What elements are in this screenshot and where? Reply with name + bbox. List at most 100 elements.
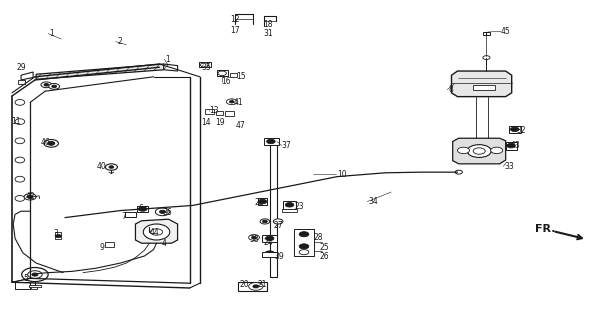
Text: 7: 7: [122, 212, 126, 221]
Bar: [230, 73, 237, 77]
Bar: [205, 109, 214, 114]
Ellipse shape: [24, 194, 36, 200]
Text: 36: 36: [163, 208, 172, 217]
Ellipse shape: [249, 283, 263, 290]
Text: 6: 6: [138, 204, 143, 213]
Text: 22: 22: [254, 198, 264, 207]
Ellipse shape: [473, 148, 485, 154]
Ellipse shape: [28, 271, 42, 278]
Ellipse shape: [252, 236, 256, 239]
Polygon shape: [164, 64, 178, 71]
Text: 23: 23: [295, 202, 305, 211]
Polygon shape: [36, 64, 164, 79]
Ellipse shape: [105, 164, 117, 170]
Ellipse shape: [155, 208, 170, 216]
Bar: [258, 198, 267, 205]
Text: 11: 11: [11, 117, 20, 126]
Text: 33: 33: [504, 162, 514, 171]
Ellipse shape: [15, 157, 25, 163]
Ellipse shape: [253, 285, 259, 288]
Ellipse shape: [260, 219, 270, 224]
Text: 45: 45: [501, 27, 510, 36]
Bar: [264, 138, 279, 145]
Bar: [282, 209, 297, 212]
Ellipse shape: [27, 195, 33, 198]
Ellipse shape: [299, 244, 309, 249]
Text: 20: 20: [240, 280, 249, 289]
Text: 15: 15: [237, 72, 246, 81]
Polygon shape: [452, 71, 512, 97]
Text: 2: 2: [117, 37, 122, 46]
Ellipse shape: [48, 141, 55, 145]
Ellipse shape: [510, 127, 519, 132]
Bar: [31, 285, 37, 289]
Ellipse shape: [44, 140, 58, 147]
Text: 10: 10: [337, 170, 347, 179]
Bar: [217, 70, 228, 76]
Bar: [262, 252, 277, 257]
Ellipse shape: [15, 176, 25, 182]
Text: 34: 34: [368, 197, 378, 206]
Ellipse shape: [15, 119, 25, 124]
Ellipse shape: [150, 229, 163, 235]
Bar: [199, 62, 211, 67]
Bar: [55, 232, 61, 239]
Text: 43: 43: [510, 141, 520, 150]
Ellipse shape: [143, 224, 170, 240]
Text: 46: 46: [41, 138, 51, 147]
Bar: [137, 206, 148, 212]
Text: 28: 28: [313, 233, 323, 242]
Text: 29: 29: [17, 63, 26, 72]
Text: 35: 35: [202, 63, 211, 72]
Ellipse shape: [265, 251, 275, 256]
Bar: [238, 282, 267, 291]
Bar: [473, 85, 495, 90]
Polygon shape: [135, 219, 178, 243]
Ellipse shape: [507, 143, 515, 148]
Text: 18: 18: [263, 20, 273, 28]
Polygon shape: [21, 72, 33, 80]
Ellipse shape: [138, 207, 147, 211]
Ellipse shape: [44, 84, 49, 86]
Ellipse shape: [200, 63, 209, 67]
Text: 14: 14: [202, 118, 211, 127]
Ellipse shape: [483, 56, 490, 60]
Bar: [18, 80, 25, 84]
Ellipse shape: [265, 236, 274, 241]
Bar: [262, 235, 277, 242]
Bar: [509, 126, 521, 133]
Text: 39: 39: [274, 252, 284, 261]
Text: 1: 1: [49, 29, 54, 38]
Bar: [506, 142, 517, 150]
Ellipse shape: [15, 196, 25, 201]
Ellipse shape: [455, 170, 462, 174]
Bar: [225, 111, 234, 116]
Text: 47: 47: [236, 121, 246, 130]
Text: 9: 9: [99, 243, 104, 252]
Ellipse shape: [229, 100, 234, 103]
Ellipse shape: [273, 219, 283, 224]
Polygon shape: [294, 229, 314, 256]
Ellipse shape: [15, 100, 25, 105]
Ellipse shape: [262, 220, 267, 223]
Text: 44: 44: [149, 228, 159, 237]
Text: 27: 27: [274, 221, 284, 230]
Text: 8: 8: [448, 85, 453, 94]
Text: 37: 37: [282, 141, 291, 150]
Bar: [483, 32, 490, 35]
Ellipse shape: [458, 147, 470, 154]
Text: 32: 32: [517, 126, 526, 135]
Text: 21: 21: [258, 280, 267, 289]
Text: 12: 12: [230, 15, 240, 24]
Ellipse shape: [41, 82, 52, 88]
Ellipse shape: [49, 84, 60, 89]
Text: 25: 25: [319, 243, 329, 252]
Polygon shape: [453, 138, 506, 164]
Bar: [29, 285, 41, 287]
Bar: [283, 201, 296, 209]
Text: 40: 40: [96, 162, 106, 171]
Bar: [15, 282, 30, 289]
Text: 5: 5: [23, 274, 28, 283]
Text: 26: 26: [319, 252, 329, 261]
Ellipse shape: [22, 268, 48, 282]
